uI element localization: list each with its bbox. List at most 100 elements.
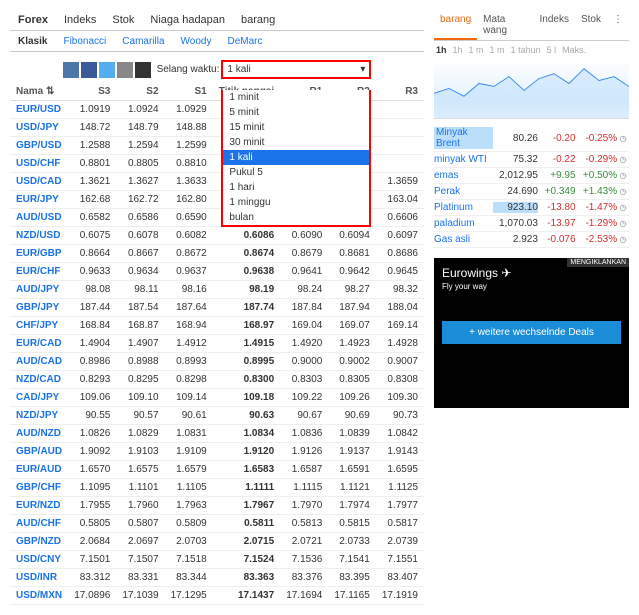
col-header[interactable]: S1	[165, 83, 213, 101]
commodity-change: -13.97	[538, 218, 576, 229]
timebar-option[interactable]: 1 tahun	[511, 45, 541, 55]
commodity-name: Gas asli	[434, 234, 493, 245]
cell[interactable]: EUR/JPY	[10, 191, 68, 209]
commodity-row[interactable]: minyak WTI75.32-0.22-0.29%◷	[434, 152, 629, 168]
dropdown-option[interactable]: 5 minit	[223, 105, 369, 120]
cell: 1.9137	[328, 443, 375, 461]
dropdown-option[interactable]: 15 minit	[223, 120, 369, 135]
timebar-option[interactable]: 1 m	[469, 45, 484, 55]
sub-tab-0[interactable]: Klasik	[10, 32, 55, 51]
more-icon[interactable]: ⋮	[607, 10, 629, 40]
cell[interactable]: AUD/CAD	[10, 353, 68, 371]
commodity-row[interactable]: emas2,012.95+9.95+0.50%◷	[434, 168, 629, 184]
col-header[interactable]: R3	[376, 83, 424, 101]
col-header[interactable]: S2	[116, 83, 164, 101]
share-vk-icon[interactable]	[63, 62, 79, 78]
sub-tab-4[interactable]: DeMarc	[219, 32, 270, 51]
commodity-row[interactable]: Platinum923.10-13.80-1.47%◷	[434, 200, 629, 216]
cell[interactable]: NZD/USD	[10, 227, 68, 245]
cell[interactable]: NZD/CAD	[10, 371, 68, 389]
right-tab-0[interactable]: barang	[434, 10, 477, 40]
cell[interactable]: USD/INR	[10, 569, 68, 587]
interval-dropdown[interactable]: 1 kali ▾	[221, 60, 371, 79]
dropdown-option[interactable]: Pukul 5	[223, 165, 369, 180]
cell: 1.3621	[68, 173, 116, 191]
main-tab-4[interactable]: barang	[233, 10, 283, 30]
dropdown-option[interactable]: 1 hari	[223, 180, 369, 195]
cell[interactable]: USD/CHF	[10, 155, 68, 173]
share-more-icon[interactable]	[135, 62, 151, 78]
commodity-row[interactable]: Gas asli2.923-0.076-2.53%◷	[434, 232, 629, 248]
col-header[interactable]: Nama ⇅	[10, 83, 68, 101]
cell[interactable]: EUR/USD	[10, 101, 68, 119]
cell[interactable]: AUD/JPY	[10, 281, 68, 299]
cell[interactable]: CHF/JPY	[10, 317, 68, 335]
cell[interactable]: AUD/NZD	[10, 425, 68, 443]
cell[interactable]: NZD/JPY	[10, 407, 68, 425]
sub-tab-2[interactable]: Camarilla	[114, 32, 172, 51]
dropdown-option[interactable]: 1 kali	[223, 150, 369, 165]
dropdown-option[interactable]: 1 minggu	[223, 195, 369, 210]
right-tab-2[interactable]: Indeks	[534, 10, 575, 40]
commodity-row[interactable]: Minyak Brent80.26-0.20-0.25%◷	[434, 125, 629, 152]
share-fb-icon[interactable]	[81, 62, 97, 78]
cell[interactable]: GBP/NZD	[10, 533, 68, 551]
cell: 0.6582	[68, 209, 116, 227]
cell: 1.1125	[376, 479, 424, 497]
right-tab-1[interactable]: Mata wang	[477, 10, 533, 40]
cell[interactable]: GBP/AUD	[10, 443, 68, 461]
dropdown-option[interactable]: 1 minit	[223, 90, 369, 105]
cell[interactable]: GBP/USD	[10, 137, 68, 155]
table-row: EUR/AUD1.65701.65751.65791.65831.65871.6…	[10, 461, 424, 479]
timebar-option[interactable]: Maks.	[562, 45, 586, 55]
cell: 2.0715	[213, 533, 280, 551]
ad-button[interactable]: + weitere wechselnde Deals	[442, 321, 621, 344]
cell: 1.4920	[280, 335, 328, 353]
share-other-icon[interactable]	[117, 62, 133, 78]
cell[interactable]: CAD/JPY	[10, 389, 68, 407]
cell: 1.6570	[68, 461, 116, 479]
dropdown-option[interactable]: bulan	[223, 210, 369, 225]
main-tab-3[interactable]: Niaga hadapan	[142, 10, 233, 30]
main-tab-0[interactable]: Forex	[10, 10, 56, 30]
cell[interactable]: EUR/NZD	[10, 497, 68, 515]
cell[interactable]: AUD/CHF	[10, 515, 68, 533]
dropdown-option[interactable]: 30 minit	[223, 135, 369, 150]
cell[interactable]: AUD/USD	[10, 209, 68, 227]
timebar-option[interactable]: 5 l	[547, 45, 557, 55]
cell[interactable]: EUR/AUD	[10, 461, 68, 479]
share-tw-icon[interactable]	[99, 62, 115, 78]
right-tab-3[interactable]: Stok	[575, 10, 607, 40]
cell: 0.9638	[213, 263, 280, 281]
cell[interactable]: USD/CNY	[10, 551, 68, 569]
cell: 0.9637	[165, 263, 213, 281]
sub-tabs: KlasikFibonacciCamarillaWoodyDeMarc	[10, 31, 424, 52]
commodity-row[interactable]: paladium1,070.03-13.97-1.29%◷	[434, 216, 629, 232]
time-label: Selang waktu:	[157, 64, 220, 75]
timebar-option[interactable]: 1 m	[490, 45, 505, 55]
cell: 187.64	[165, 299, 213, 317]
cell: 90.67	[280, 407, 328, 425]
cell[interactable]: EUR/CHF	[10, 263, 68, 281]
col-header[interactable]: S3	[68, 83, 116, 101]
cell[interactable]: EUR/CAD	[10, 335, 68, 353]
main-tab-1[interactable]: Indeks	[56, 10, 104, 30]
cell[interactable]: GBP/CHF	[10, 479, 68, 497]
cell: 17.1039	[116, 587, 164, 605]
cell[interactable]: USD/JPY	[10, 119, 68, 137]
cell: 1.7974	[328, 497, 375, 515]
sub-tab-1[interactable]: Fibonacci	[55, 32, 114, 51]
sub-tab-3[interactable]: Woody	[173, 32, 220, 51]
timebar-option[interactable]: 1h	[453, 45, 463, 55]
main-tab-2[interactable]: Stok	[104, 10, 142, 30]
advertisement[interactable]: MENGIKLANKAN Eurowings ✈ Fly your way + …	[434, 258, 629, 408]
cell: 1.1121	[328, 479, 375, 497]
timebar-option[interactable]: 1h	[436, 45, 447, 55]
mini-chart[interactable]	[434, 59, 629, 119]
cell: 1.2588	[68, 137, 116, 155]
cell[interactable]: USD/CAD	[10, 173, 68, 191]
cell[interactable]: EUR/GBP	[10, 245, 68, 263]
cell[interactable]: USD/MXN	[10, 587, 68, 605]
cell[interactable]: GBP/JPY	[10, 299, 68, 317]
commodity-row[interactable]: Perak24.690+0.349+1.43%◷	[434, 184, 629, 200]
